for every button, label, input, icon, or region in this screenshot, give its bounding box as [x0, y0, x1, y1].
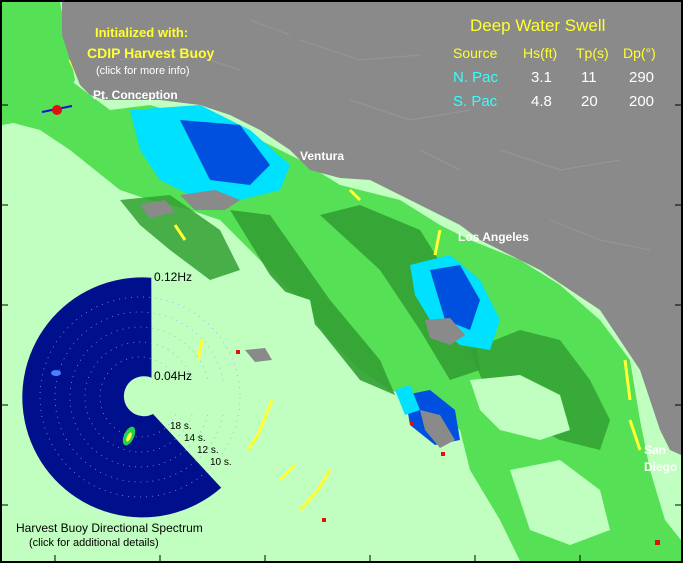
- swell-row-dp: 290: [629, 69, 655, 86]
- spectrum-freq-inner: 0.04Hz: [154, 369, 193, 383]
- swell-row-tp: 11: [581, 69, 597, 86]
- spectrum-details-link[interactable]: (click for additional details): [29, 537, 159, 549]
- wave-zone-blue: [180, 120, 270, 185]
- swell-table-title: Deep Water Swell: [470, 16, 606, 35]
- wave-zone-pale: [470, 375, 570, 440]
- swell-header-hs: Hs(ft): [523, 45, 558, 61]
- wave-zone-pale: [270, 290, 320, 360]
- spectrum-label-mask: [152, 380, 228, 410]
- swell-header-tp: Tp(s): [576, 45, 609, 61]
- spectrum-annulus-sector: [22, 277, 222, 518]
- swell-row-hs: 4.8: [531, 93, 552, 110]
- wave-zone-dark: [230, 210, 395, 395]
- wave-zone-pale: [510, 460, 610, 545]
- island-san-clemente: [420, 410, 455, 448]
- spectrum-period-label: 10 s.: [210, 457, 232, 468]
- island-santa-cruz: [180, 190, 240, 210]
- frame-ticks: [2, 104, 681, 561]
- land-texture: [119, 19, 651, 251]
- spectrum-energy-core: [126, 432, 132, 442]
- city-label-san-diego-line2: Diego: [644, 460, 678, 474]
- swell-row-source: S. Pac: [453, 93, 498, 110]
- swell-row-source: N. Pac: [453, 69, 499, 86]
- wave-zone-blue: [430, 265, 480, 330]
- island-san-nicolas: [245, 348, 272, 362]
- high-energy-streaks: [68, 59, 642, 512]
- spectrum-title-link[interactable]: Harvest Buoy Directional Spectrum: [16, 521, 203, 535]
- city-label-san-diego-line1: San: [644, 443, 667, 457]
- spectrum-period-label: 14 s.: [184, 433, 206, 444]
- spectrum-period-label: 12 s.: [197, 445, 219, 456]
- swell-row-dp: 200: [629, 93, 655, 110]
- spectrum-freq-outer: 0.12Hz: [154, 270, 193, 284]
- island-santa-catalina: [425, 318, 465, 345]
- more-info-link[interactable]: (click for more info): [96, 65, 190, 77]
- spectrum-period-label: 18 s.: [170, 421, 192, 432]
- cdip-harvest-buoy-link[interactable]: CDIP Harvest Buoy: [87, 45, 215, 61]
- city-label-los-angeles: Los Angeles: [458, 230, 529, 244]
- directional-spectrum-plot[interactable]: [22, 277, 241, 518]
- spectrum-energy-minor: [51, 370, 61, 376]
- swell-row-tp: 20: [581, 93, 598, 110]
- island-santa-rosa: [140, 200, 175, 218]
- initialized-with-label: Initialized with:: [95, 25, 189, 40]
- swell-header-dp: Dp(°): [623, 45, 656, 61]
- wave-zone-green-left: [2, 2, 75, 125]
- city-label-ventura: Ventura: [300, 149, 345, 163]
- city-label-pt-conception: Pt. Conception: [93, 88, 178, 102]
- harvest-buoy-marker[interactable]: [41, 105, 73, 115]
- red-streaks: [236, 350, 660, 545]
- wave-zone-cyan: [395, 385, 420, 415]
- land-california-coast: [62, 2, 681, 455]
- swell-header-source: Source: [453, 45, 498, 61]
- swell-row-hs: 3.1: [531, 69, 552, 86]
